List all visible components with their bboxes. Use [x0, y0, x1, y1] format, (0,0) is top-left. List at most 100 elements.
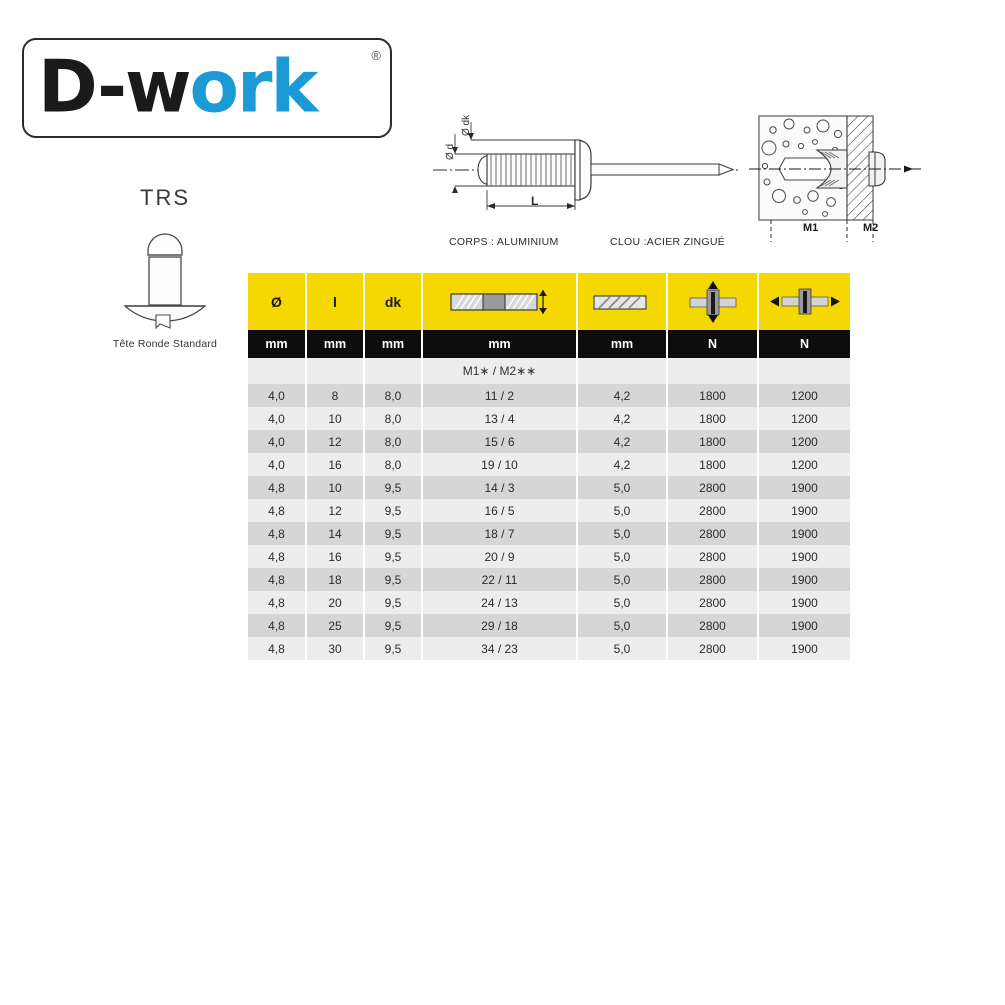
- table-cell: 34 / 23: [422, 637, 578, 660]
- table-cell: 5,0: [577, 637, 668, 660]
- table-cell: 4,0: [248, 407, 307, 430]
- table-unit-row: mm mm mm mm mm N N: [248, 330, 850, 358]
- table-row: 4,0 12 8,0 15 / 6 4,2 1800 1200: [248, 430, 850, 453]
- table-cell: 4,8: [248, 476, 307, 499]
- tensile-force-icon: [689, 280, 736, 323]
- unit-length: mm: [306, 330, 365, 358]
- table-cell: 2800: [667, 522, 759, 545]
- table-cell: 4,2: [577, 407, 668, 430]
- header-length: l: [306, 273, 365, 330]
- table-cell: 10: [306, 476, 365, 499]
- logo-text-blue: ork: [189, 44, 319, 129]
- table-body: 4,0 8 8,0 11 / 2 4,2 1800 1200 4,0 10 8,0 13 / 4 4,…: [248, 384, 850, 660]
- table-cell: 4,2: [577, 453, 668, 476]
- table-row: 4,0 8 8,0 11 / 2 4,2 1800 1200: [248, 384, 850, 407]
- table-row: 4,8 12 9,5 16 / 5 5,0 2800 1900: [248, 499, 850, 522]
- drill-bit-icon: [593, 295, 647, 309]
- table-cell: 14 / 3: [422, 476, 578, 499]
- table-cell: 2800: [667, 591, 759, 614]
- table-cell: 1900: [758, 568, 850, 591]
- table-cell: 4,2: [577, 384, 668, 407]
- product-illustration: TRS Tête Ronde Standard: [70, 185, 260, 365]
- table-cell: 4,8: [248, 545, 307, 568]
- table-cell: 20 / 9: [422, 545, 578, 568]
- table-cell: 5,0: [577, 591, 668, 614]
- table-cell: 11 / 2: [422, 384, 578, 407]
- table-cell: 1800: [667, 407, 759, 430]
- table-cell: 8,0: [364, 384, 423, 407]
- table-cell: 25: [306, 614, 365, 637]
- table-cell: 12: [306, 499, 365, 522]
- diameter-dk-label: Ø dk: [461, 114, 472, 136]
- table-cell: 1200: [758, 407, 850, 430]
- table-cell: 1900: [758, 476, 850, 499]
- installation-cross-section: M1 M2: [745, 100, 930, 250]
- table-cell: 5,0: [577, 522, 668, 545]
- table-cell: 9,5: [364, 614, 423, 637]
- table-cell: 13 / 4: [422, 407, 578, 430]
- table-cell: 2800: [667, 637, 759, 660]
- table-row: 4,8 20 9,5 24 / 13 5,0 2800 1900: [248, 591, 850, 614]
- table-cell: 9,5: [364, 522, 423, 545]
- table-cell: 5,0: [577, 568, 668, 591]
- table-cell: 1900: [758, 545, 850, 568]
- table-cell: 8,0: [364, 453, 423, 476]
- brand-logo: D-work ®: [22, 38, 392, 138]
- specification-table: Ø l dk: [248, 273, 850, 660]
- subheader-blank-5: [667, 358, 759, 384]
- installation-svg: [749, 115, 923, 242]
- table-cell: 4,8: [248, 591, 307, 614]
- header-shear-strength: [758, 273, 850, 330]
- table-cell: 4,8: [248, 568, 307, 591]
- header-head-diameter: dk: [364, 273, 423, 330]
- product-caption: Tête Ronde Standard: [112, 338, 218, 350]
- table-row: 4,0 10 8,0 13 / 4 4,2 1800 1200: [248, 407, 850, 430]
- table-row: 4,8 16 9,5 20 / 9 5,0 2800 1900: [248, 545, 850, 568]
- table-cell: 1900: [758, 637, 850, 660]
- table-cell: 8: [306, 384, 365, 407]
- rivet-technical-drawing: Ø dk Ø d L CORPS : ALUMINIUM CLOU :ACIER…: [425, 78, 745, 258]
- table-cell: 8,0: [364, 430, 423, 453]
- table-cell: 1900: [758, 614, 850, 637]
- table-cell: 5,0: [577, 499, 668, 522]
- table-cell: 12: [306, 430, 365, 453]
- subheader-blank-4: [577, 358, 668, 384]
- table-cell: 8,0: [364, 407, 423, 430]
- subheader-blank-2: [306, 358, 365, 384]
- table-cell: 9,5: [364, 476, 423, 499]
- table-cell: 4,2: [577, 430, 668, 453]
- table-cell: 2800: [667, 476, 759, 499]
- table-cell: 5,0: [577, 614, 668, 637]
- table-cell: 5,0: [577, 476, 668, 499]
- unit-tensile: N: [667, 330, 759, 358]
- table-row: 4,8 25 9,5 29 / 18 5,0 2800 1900: [248, 614, 850, 637]
- header-tensile-strength: [667, 273, 759, 330]
- shear-force-icon: [769, 288, 840, 314]
- body-material-caption: CORPS : ALUMINIUM: [449, 236, 559, 248]
- table-cell: 14: [306, 522, 365, 545]
- logo-frame: D-work ®: [22, 38, 392, 138]
- table-cell: 18 / 7: [422, 522, 578, 545]
- registered-trademark-icon: ®: [371, 48, 381, 63]
- grip-range-icon: [449, 289, 547, 314]
- logo-wordmark: D-work: [38, 51, 318, 123]
- unit-drill-diameter: mm: [577, 330, 668, 358]
- table-cell: 4,8: [248, 522, 307, 545]
- table-cell: 19 / 10: [422, 453, 578, 476]
- table-cell: 9,5: [364, 591, 423, 614]
- mandrel-material-caption: CLOU :ACIER ZINGUÉ: [610, 236, 726, 248]
- header-diameter: Ø: [248, 273, 307, 330]
- table-cell: 1200: [758, 384, 850, 407]
- round-head-rivet-drawing: [123, 233, 207, 330]
- table-cell: 4,0: [248, 384, 307, 407]
- table-cell: 1200: [758, 430, 850, 453]
- unit-grip-range: mm: [422, 330, 578, 358]
- table-cell: 2800: [667, 499, 759, 522]
- table-cell: 16: [306, 545, 365, 568]
- unit-diameter: mm: [248, 330, 307, 358]
- table-cell: 1900: [758, 591, 850, 614]
- table-cell: 10: [306, 407, 365, 430]
- table-cell: 9,5: [364, 637, 423, 660]
- table-cell: 1900: [758, 499, 850, 522]
- table-cell: 24 / 13: [422, 591, 578, 614]
